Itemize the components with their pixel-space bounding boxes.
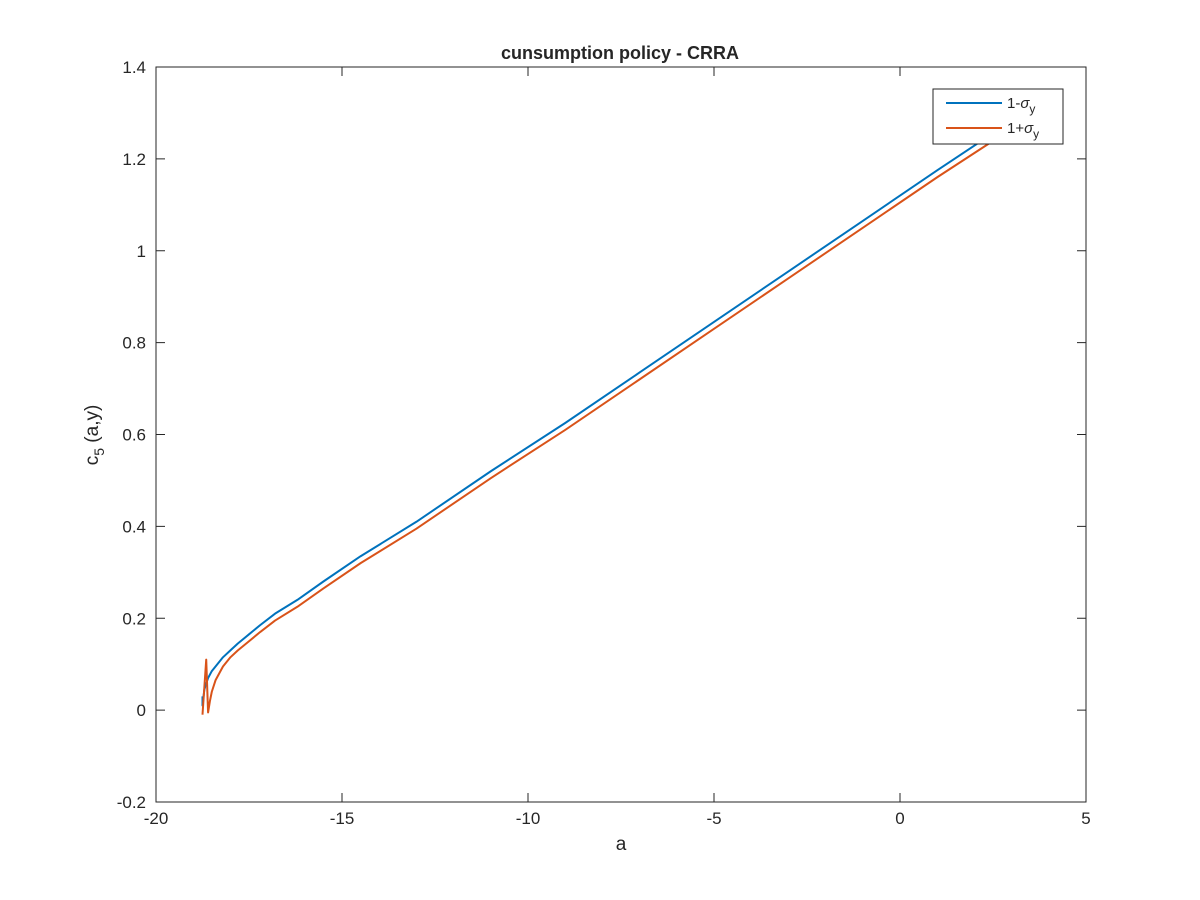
y-tick-label: 0 [137,701,146,720]
series-line-1 [201,124,1005,707]
x-tick-label: -5 [706,809,721,828]
y-axis: -0.2 0 0.2 0.4 0.6 0.8 1 1.2 1.4 [117,58,1086,812]
legend-entry-series-2: 1+σy [1007,120,1039,141]
y-axis-label-subscript: 5 [91,448,107,456]
x-tick-label: -15 [330,809,355,828]
x-tick-label: -20 [144,809,169,828]
legend: 1-σy 1+σy [932,88,1064,145]
y-tick-label: 1 [137,242,146,261]
y-tick-label: 0.8 [122,334,146,353]
x-axis-label: a [616,834,627,855]
legend-box [932,88,1064,145]
y-tick-label: 1.2 [122,150,146,169]
y-tick-label: 0.2 [122,609,146,628]
series-layer [201,124,1005,715]
y-tick-label: 1.4 [122,58,146,77]
legend-entry-series-1: 1-σy [1007,95,1035,116]
plot-background [156,67,1086,802]
y-tick-label: 0.6 [122,426,146,445]
plot-area: -20 -15 -10 -5 0 5 -0.2 0 0.2 0.4 0.6 0.8 1 1.2 1.4 [117,58,1091,828]
y-axis-label-rest: (a,y) [82,405,103,448]
x-axis: -20 -15 -10 -5 0 5 [144,67,1091,828]
x-tick-label: 0 [895,809,904,828]
y-tick-label: 0.4 [122,517,146,536]
x-tick-label: 5 [1081,809,1090,828]
y-tick-label: -0.2 [117,793,146,812]
x-tick-label: -10 [516,809,541,828]
y-axis-label: c5 (a,y) [82,405,107,466]
series-line-2 [201,132,1005,715]
chart-title: cunsumption policy - CRRA [501,43,739,63]
y-axis-label-base: c [82,456,103,466]
